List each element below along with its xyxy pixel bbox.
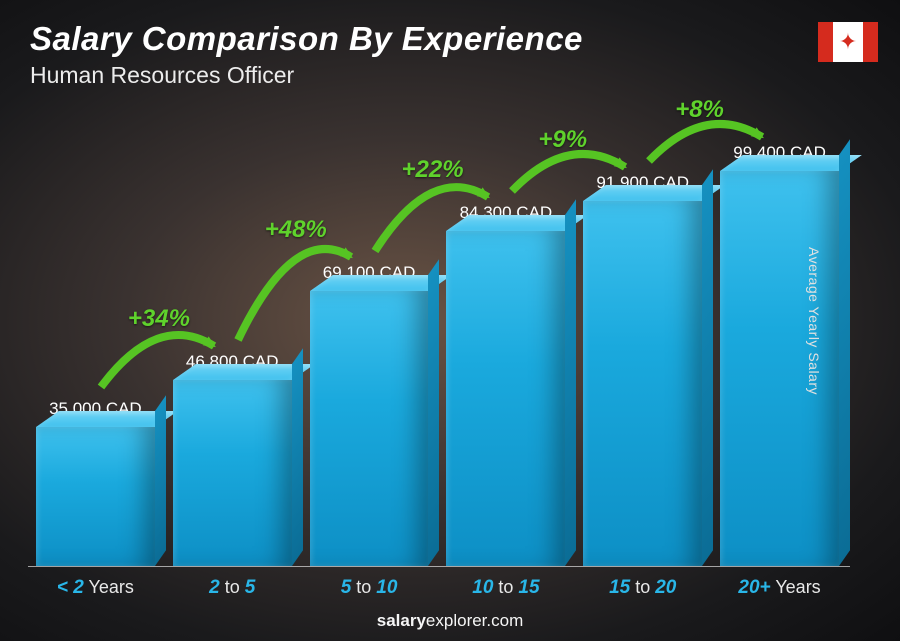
- bar: [583, 201, 702, 566]
- bar: [36, 427, 155, 566]
- flag-stripe-right: [863, 22, 878, 62]
- growth-percent-label: +9%: [538, 126, 587, 154]
- x-axis-label: 20+ Years: [720, 577, 839, 599]
- x-axis-label: 15 to 20: [583, 577, 702, 599]
- header: Salary Comparison By Experience Human Re…: [30, 20, 870, 89]
- footer-brand-rest: explorer.com: [426, 611, 523, 630]
- y-axis-caption: Average Yearly Salary: [806, 247, 822, 395]
- x-axis-labels: < 2 Years 2 to 5 5 to 10 10 to 15 15 to 20 20…: [30, 577, 845, 599]
- chart-area: 35,000 CAD46,800 CAD69,100 CAD84,300 CAD…: [30, 115, 845, 566]
- growth-percent-label: +34%: [128, 305, 190, 333]
- growth-percent-label: +48%: [265, 216, 327, 244]
- flag-center: ✦: [833, 22, 863, 62]
- page-title: Salary Comparison By Experience: [30, 20, 870, 58]
- maple-leaf-icon: ✦: [839, 31, 857, 53]
- footer-brand-bold: salary: [377, 611, 426, 630]
- flag-stripe-left: [818, 22, 833, 62]
- bar: [446, 231, 565, 566]
- x-axis-label: 10 to 15: [446, 577, 565, 599]
- x-axis-label: 5 to 10: [310, 577, 429, 599]
- footer-brand: salaryexplorer.com: [0, 611, 900, 631]
- flag-canada: ✦: [818, 22, 878, 62]
- growth-percent-label: +8%: [675, 96, 724, 124]
- x-axis-label: 2 to 5: [173, 577, 292, 599]
- x-axis-label: < 2 Years: [36, 577, 155, 599]
- chart-baseline: [28, 566, 850, 567]
- growth-percent-label: +22%: [402, 156, 464, 184]
